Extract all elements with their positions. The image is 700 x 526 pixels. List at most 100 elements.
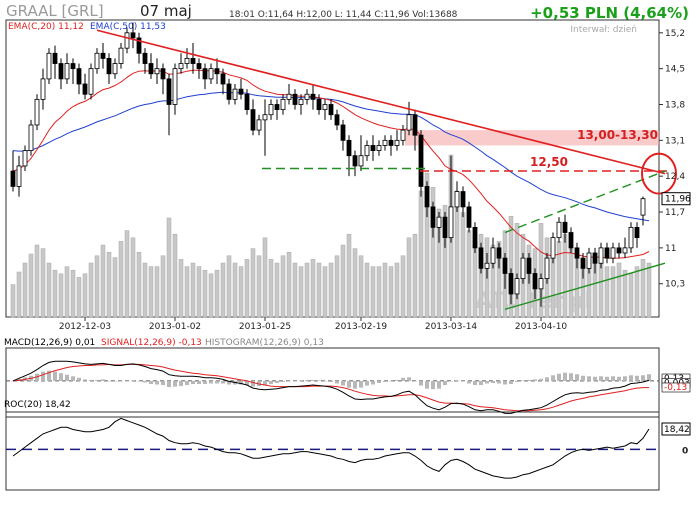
candle-body: [172, 68, 178, 105]
legend-macd-name: MACD(12,26,9): [4, 338, 72, 348]
candle-body: [538, 278, 544, 290]
candle-body: [76, 68, 82, 85]
volume-bar: [262, 237, 268, 318]
volume-bar: [496, 241, 502, 318]
ticker-title: GRAAL [GRL]: [6, 2, 104, 20]
histogram-bar: [227, 380, 231, 385]
annotations: 13,00-13,30 12,50: [96, 29, 677, 310]
volume-bar: [160, 255, 166, 318]
candle-body: [472, 226, 478, 249]
legend-macd: MACD(12,26,9) 0,01: [4, 338, 95, 348]
candle-body: [52, 52, 58, 64]
candle-body: [400, 129, 406, 141]
volume-bar: [34, 244, 40, 318]
histogram-bar: [389, 380, 393, 382]
candle-body: [436, 216, 442, 228]
legend-histogram: HISTOGRAM(12,26,9) 0,13: [205, 338, 324, 348]
candle-body: [196, 63, 202, 70]
histogram-bar: [449, 380, 453, 382]
histogram-bar: [515, 380, 519, 382]
legend-ema50-name: EMA(C,50): [90, 22, 137, 32]
histogram-bar: [497, 380, 501, 384]
volume-bar: [106, 251, 112, 318]
histogram-bar: [443, 380, 447, 386]
volume-bar: [316, 262, 322, 318]
volume-bar: [460, 212, 466, 318]
candle-body: [598, 247, 604, 264]
volume-bar: [142, 262, 148, 318]
candle-body: [640, 198, 646, 216]
legend-roc: ROC(20) 18,42: [4, 400, 71, 410]
candle-body: [274, 104, 280, 111]
histogram-bar: [365, 380, 369, 386]
histogram-bar: [335, 380, 339, 384]
volume-bar: [442, 205, 448, 318]
volume-bar: [406, 237, 412, 318]
candle-body: [94, 52, 100, 70]
candle-body: [526, 257, 532, 274]
volume-bar: [358, 255, 364, 318]
candle-body: [166, 78, 172, 105]
volume-bar: [244, 259, 250, 318]
histogram-bar: [467, 380, 471, 384]
histogram-bar: [203, 380, 207, 385]
roc-plot: 018,42: [6, 417, 691, 479]
candle-body: [484, 262, 490, 269]
interval-label: Interwał: dzień: [570, 25, 637, 35]
level-label: 12,50: [530, 155, 568, 169]
candle-body: [244, 93, 250, 111]
histogram-bar: [263, 380, 267, 386]
candle-body: [154, 68, 160, 75]
green-trendline: [504, 170, 666, 234]
roc-line: [12, 417, 650, 479]
histogram-bar: [461, 380, 465, 382]
histogram-bar: [209, 380, 213, 384]
histogram-bar: [299, 380, 303, 381]
candle-body: [304, 93, 310, 100]
candle-body: [238, 88, 244, 95]
volume-bar: [250, 248, 256, 318]
volume-bar: [226, 255, 232, 318]
histogram-bar: [239, 380, 243, 385]
legend-ema20: EMA(C,20) 11,12: [8, 22, 84, 32]
legend-roc-name: ROC(20): [4, 400, 42, 410]
candle-body: [292, 93, 298, 105]
y-tick-label: 15,2: [665, 29, 685, 39]
legend-histogram-value: 0,13: [304, 338, 324, 348]
candle-body: [100, 52, 106, 59]
candle-body: [634, 226, 640, 239]
candle-body: [418, 134, 424, 187]
histogram-bar: [413, 380, 417, 382]
volume-bar: [292, 262, 298, 318]
volume-bar: [196, 266, 202, 318]
candle-body: [124, 32, 130, 49]
x-tick-label: 2013-02-19: [335, 322, 388, 332]
legend-ema50: EMA(C,50) 11,53: [90, 22, 166, 32]
histogram-bar: [317, 380, 321, 381]
candle-body: [406, 114, 412, 131]
roc-panel-frame: [5, 411, 660, 491]
histogram-bar: [293, 380, 297, 382]
volume-bar: [628, 273, 634, 318]
histogram-bar: [563, 372, 567, 381]
candle-body: [202, 68, 208, 80]
candles: [10, 22, 646, 307]
red-trendline: [96, 29, 666, 175]
histogram-bar: [581, 375, 585, 381]
volume-bars: [10, 154, 652, 318]
volume-bar: [100, 244, 106, 318]
last-price-label: 11,96: [665, 195, 691, 205]
histogram-bar: [215, 380, 219, 384]
candle-body: [64, 63, 70, 80]
volume-bar: [76, 277, 82, 318]
histogram-bar: [635, 375, 639, 381]
histogram-bar: [473, 380, 477, 386]
candle-body: [466, 206, 472, 228]
histogram-bar: [587, 376, 591, 381]
volume-bar: [28, 253, 34, 318]
candle-body: [340, 124, 346, 141]
histogram-bar: [119, 380, 123, 382]
histogram-bar: [377, 380, 381, 383]
volume-bar: [232, 262, 238, 318]
volume-bar: [604, 266, 610, 318]
